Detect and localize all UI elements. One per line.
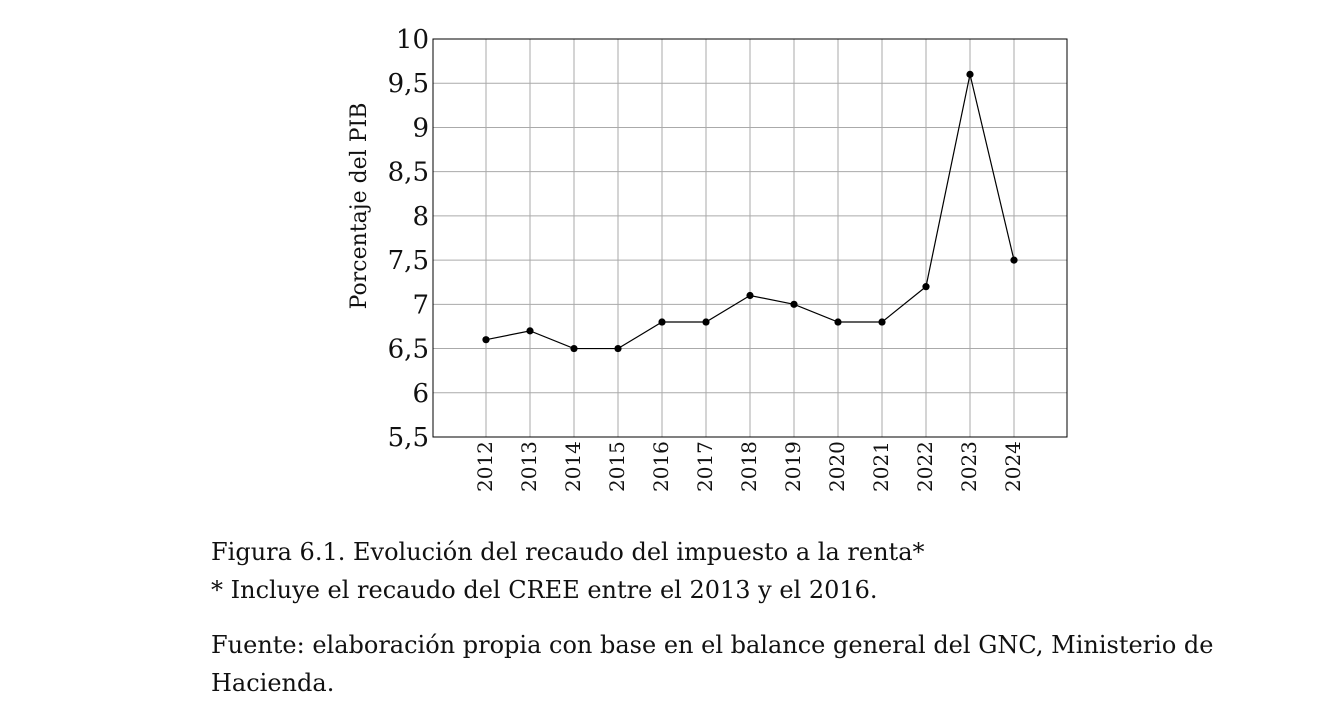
x-tick-label: 2013 <box>517 441 541 492</box>
x-tick-label: 2015 <box>605 441 629 492</box>
data-point <box>1010 256 1018 264</box>
data-point <box>482 336 490 344</box>
y-tick-labels: 5,5 6 6,5 7 7,5 8 8,5 9 9,5 10 <box>388 25 429 453</box>
data-point <box>526 327 534 335</box>
data-point <box>966 70 974 78</box>
x-tick-label: 2017 <box>693 441 717 492</box>
data-point <box>878 318 886 326</box>
x-tick-labels: 2012 2013 2014 2015 2016 2017 2018 2019 2020 2021… <box>473 441 1025 492</box>
data-point <box>614 344 622 353</box>
y-tick-label: 6,5 <box>388 335 429 365</box>
y-tick-label: 8,5 <box>388 158 429 188</box>
y-tick-label: 7,5 <box>388 246 429 276</box>
y-tick-label: 6 <box>412 379 429 409</box>
x-tick-label: 2023 <box>957 441 981 492</box>
y-tick-label: 5,5 <box>388 423 429 453</box>
figure-title: Figura 6.1. Evolución del recaudo del im… <box>211 538 925 566</box>
y-tick-label: 9 <box>412 113 429 143</box>
x-tick-label: 2012 <box>473 441 497 492</box>
x-tick-label: 2019 <box>781 441 805 492</box>
x-tick-label: 2014 <box>561 441 585 492</box>
x-tick-label: 2022 <box>913 441 937 492</box>
figure-caption: Figura 6.1. Evolución del recaudo del im… <box>211 533 1221 609</box>
data-point <box>570 344 578 353</box>
y-tick-label: 8 <box>412 202 429 232</box>
x-tick-label: 2018 <box>737 441 761 492</box>
data-point <box>746 291 754 300</box>
y-axis-label: Porcentaje del PIB <box>347 103 372 310</box>
y-tick-label: 7 <box>412 290 429 320</box>
plot-frame <box>432 38 1068 438</box>
grid <box>433 38 1067 438</box>
y-tick-label: 9,5 <box>388 69 429 99</box>
x-tick-label: 2016 <box>649 441 673 492</box>
y-tick-label: 10 <box>396 25 429 55</box>
data-point <box>922 283 930 291</box>
figure-source: Fuente: elaboración propia con base en e… <box>211 631 1214 697</box>
data-point <box>790 300 798 308</box>
x-tick-label: 2020 <box>825 441 849 492</box>
data-point <box>702 318 710 326</box>
x-tick-label: 2024 <box>1001 441 1025 492</box>
data-point <box>658 318 666 326</box>
data-point <box>834 318 842 326</box>
x-tick-label: 2021 <box>869 441 893 492</box>
figure-note: * Incluye el recaudo del CREE entre el 2… <box>211 576 878 604</box>
series <box>482 70 1018 353</box>
line-chart: 5,566,577,588,599,510 2012 2013 2014 2015 20… <box>347 25 1068 492</box>
